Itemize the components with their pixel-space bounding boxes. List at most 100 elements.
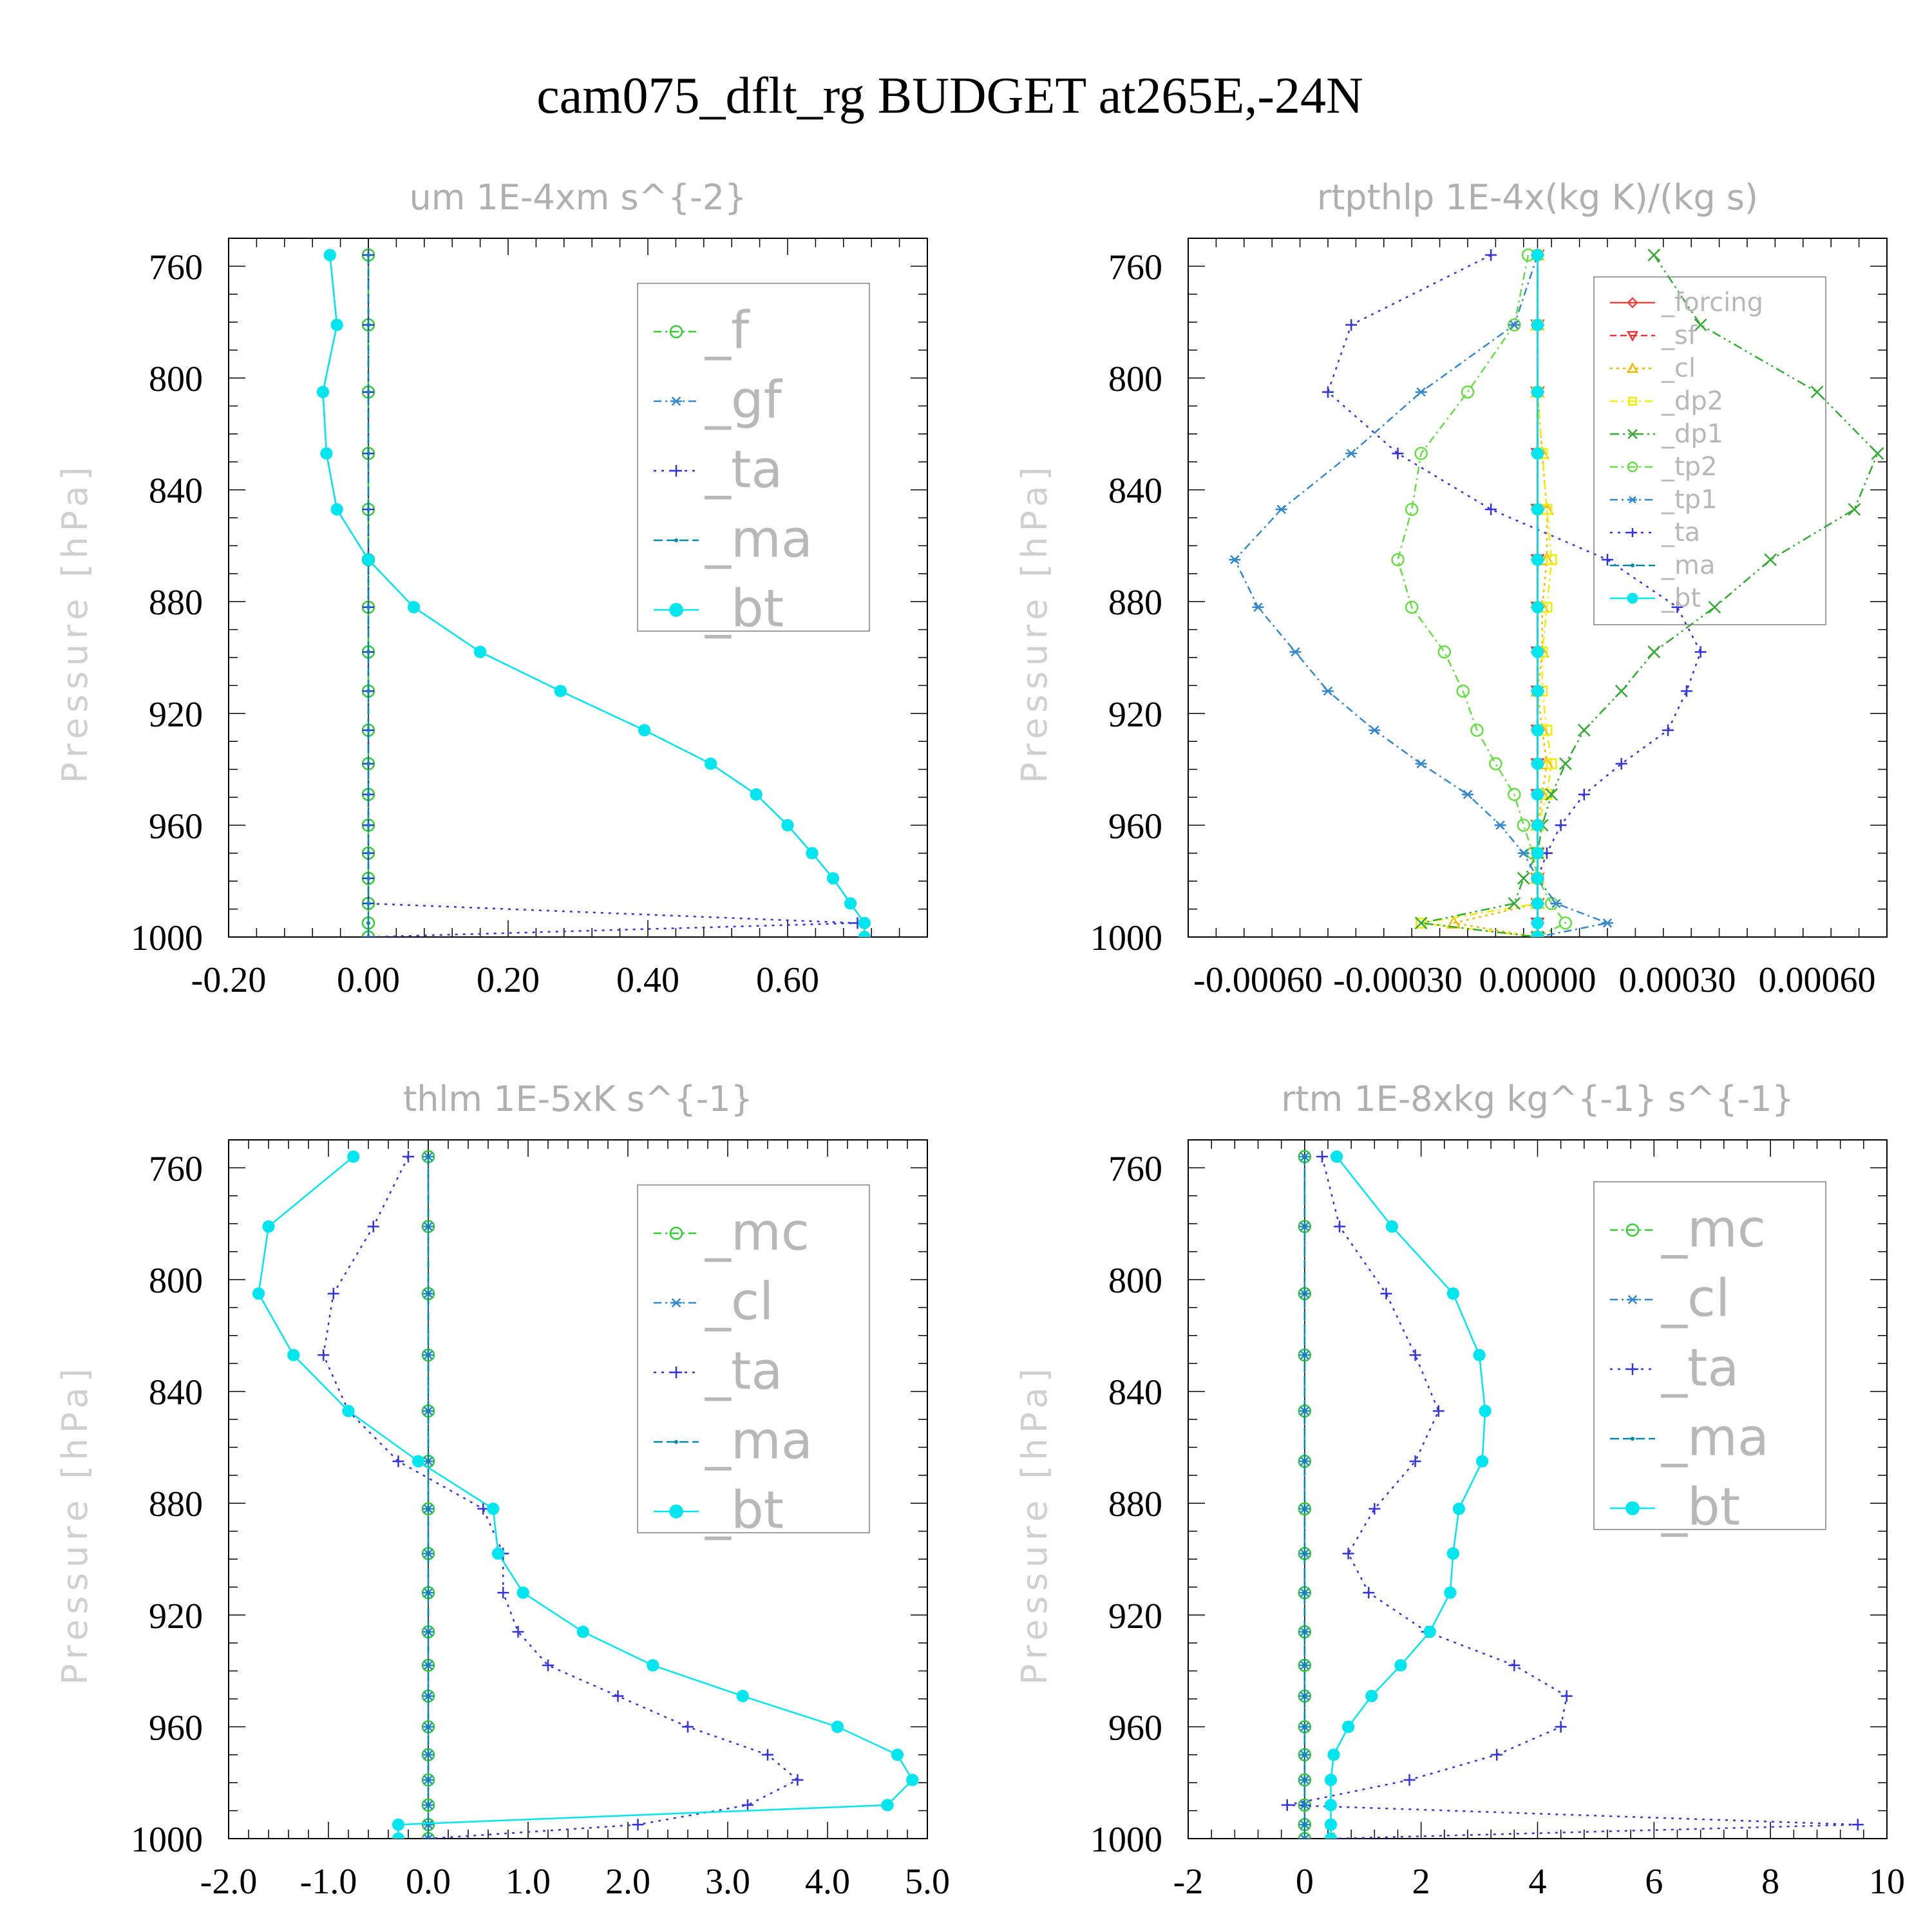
data-point_ma <box>426 1694 430 1698</box>
data-point_ta <box>1392 448 1404 460</box>
data-point_tp1 <box>1517 848 1530 858</box>
data-point_tp1 <box>1415 759 1427 769</box>
data-point_ma <box>426 1155 430 1159</box>
data-point_dp1 <box>1517 871 1530 885</box>
data-point_ma <box>366 507 370 511</box>
legend-marker_ta <box>1627 1363 1638 1375</box>
data-point_dp1 <box>1545 788 1558 801</box>
data-point_ta <box>1852 1819 1864 1831</box>
data-point_ta <box>1334 1220 1346 1233</box>
data-point_ma <box>366 451 370 456</box>
data-point_ma <box>1302 1224 1307 1229</box>
data-point_bt <box>844 897 857 910</box>
data-point_dp2 <box>1546 554 1557 565</box>
data-point_ma <box>1302 1155 1307 1159</box>
data-point_bt <box>487 1502 500 1515</box>
data-point_cl <box>1298 1833 1311 1839</box>
data-point_bt <box>1531 685 1544 697</box>
panel-um: um 1E-4xm s^{-2} Pressure [hPa] 760 800 840 8… <box>55 177 928 1000</box>
series-line_tp2 <box>1397 254 1567 937</box>
data-point_bt <box>392 1832 405 1839</box>
data-point_ma <box>366 792 370 797</box>
legend-marker_dp2 <box>1628 397 1637 406</box>
data-point_bt <box>1330 1150 1343 1163</box>
series-line_dp1 <box>1421 254 1879 937</box>
data-point_ma <box>1302 1837 1307 1839</box>
legend-marker_sf <box>1626 331 1639 342</box>
data-point_ma <box>426 1353 430 1358</box>
y-tick-label: 1000 <box>1090 918 1162 958</box>
data-point_tp2 <box>1517 819 1531 832</box>
legend-box <box>1593 276 1826 625</box>
panel-rtpthlp: rtpthlp 1E-4x(kg K)/(kg s) Pressure [hPa]… <box>1014 177 1888 1000</box>
data-point_tp1 <box>1550 898 1562 909</box>
legend-marker_mc <box>1625 1223 1640 1237</box>
x-tick-label: 0.40 <box>616 960 679 1000</box>
data-point_bt <box>705 757 717 770</box>
data-point_bt <box>638 724 651 737</box>
data-point_ta <box>742 1799 753 1811</box>
x-tick-label: 0.00000 <box>1479 960 1596 1000</box>
data-point_ma <box>1302 1353 1307 1358</box>
data-point_dp1 <box>1559 757 1572 770</box>
data-point_bt <box>252 1287 265 1300</box>
data-point_ma <box>1302 1725 1307 1729</box>
y-tick-label: 960 <box>149 1708 203 1748</box>
y-tick-label: 960 <box>1108 806 1162 846</box>
legend-label_tp2: _tp2 <box>1661 452 1718 482</box>
data-point_ma <box>426 1663 430 1667</box>
data-point_tp2 <box>1456 684 1470 698</box>
data-point_ma <box>366 851 370 855</box>
y-tick-label: 960 <box>1108 1708 1162 1748</box>
data-point_bt <box>474 645 487 658</box>
data-point_bt <box>891 1748 904 1761</box>
data-point_ma <box>426 1777 430 1782</box>
data-point_bt <box>491 1547 505 1560</box>
data-point_ma <box>366 935 370 937</box>
data-point_bt <box>1531 897 1544 910</box>
data-point_bt <box>1452 1502 1466 1515</box>
data-point_bt <box>806 847 819 860</box>
series-line_ta <box>1287 1156 1858 1839</box>
data-point_ma <box>1302 1591 1307 1595</box>
plot-frame <box>228 1139 928 1839</box>
y-tick-label: 920 <box>149 695 203 735</box>
legend-marker_bt <box>669 1504 683 1519</box>
x-tick-label: 0.20 <box>477 960 540 1000</box>
plot-frame <box>228 238 928 938</box>
data-point_tp2 <box>1437 645 1452 659</box>
data-point_ma <box>426 1837 430 1839</box>
legend-marker_cl <box>1627 1294 1638 1305</box>
legend-label_cl: _cl <box>1661 354 1696 383</box>
data-point_ma <box>1302 1408 1307 1413</box>
data-point_bt <box>1394 1659 1407 1672</box>
chart-panels: um 1E-4xm s^{-2}Pressure [hPa]7608008408… <box>55 177 1905 1902</box>
legend-label_bt: _bt <box>705 579 784 639</box>
data-point_bt <box>1531 819 1544 831</box>
data-point_ma <box>1302 1459 1307 1464</box>
data-point_tp2 <box>1461 385 1475 399</box>
x-tick-label: 2 <box>1412 1862 1430 1902</box>
y-tick-label: 920 <box>149 1596 203 1636</box>
panel-rtm: rtm 1E-8xkg kg^{-1} s^{-1} Pressure [hPa]… <box>1014 1079 1905 1902</box>
legend-label_ta: _ta <box>1661 518 1700 547</box>
data-point_bt <box>736 1690 749 1703</box>
x-tick-label: 0.00 <box>337 960 400 1000</box>
data-point_bt <box>858 916 871 929</box>
panel-thlm: thlm 1E-5xK s^{-1} Pressure [hPa] 760 800 84… <box>55 1079 950 1902</box>
x-tick-label: 0 <box>1296 1862 1314 1902</box>
data-point_tp1 <box>1275 504 1287 515</box>
data-point_ta <box>1578 788 1590 800</box>
legend-label_mc: _mc <box>1661 1199 1766 1259</box>
panel-title: rtm 1E-8xkg kg^{-1} s^{-1} <box>1281 1079 1794 1119</box>
data-point_ma <box>426 1803 430 1807</box>
data-point_ma <box>1302 1694 1307 1698</box>
x-tick-label: -0.00030 <box>1333 960 1463 1000</box>
data-point_tp1 <box>1229 554 1241 565</box>
data-point_bt <box>1476 1455 1489 1468</box>
data-point_tp2 <box>1508 788 1521 801</box>
data-point_bt <box>1342 1720 1355 1733</box>
data-point_ma <box>426 1224 430 1229</box>
y-tick-label: 840 <box>149 1373 203 1413</box>
